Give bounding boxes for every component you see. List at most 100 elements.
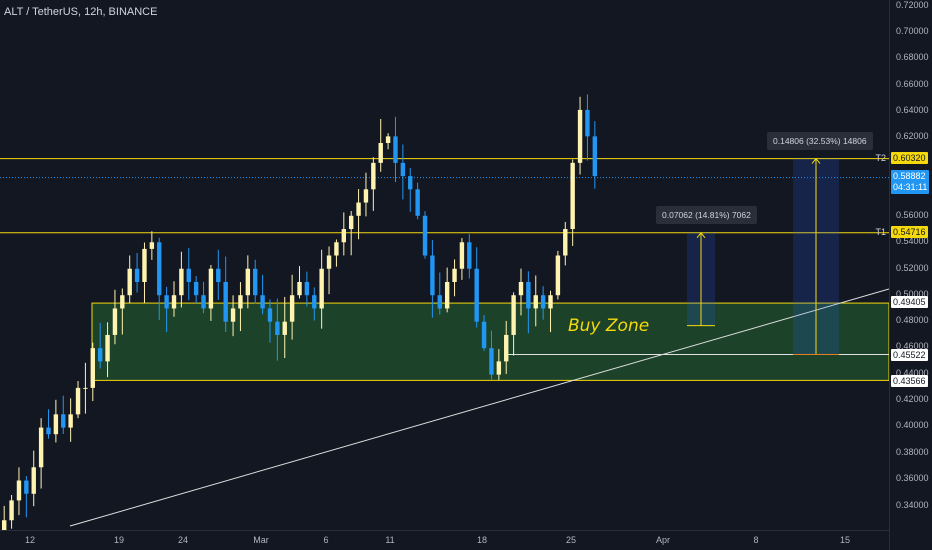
- t1-label: T1: [875, 227, 886, 237]
- price-chart[interactable]: [0, 0, 889, 530]
- buy-zone-label: Buy Zone: [568, 316, 650, 336]
- t1-price-tag: 0.54716: [891, 226, 928, 238]
- candle-body: [38, 427, 44, 468]
- measure-small-arrowhead: [696, 231, 706, 239]
- y-tick: 0.38000: [896, 447, 929, 457]
- x-tick: Apr: [655, 535, 671, 545]
- candle-body: [105, 334, 110, 362]
- candle-body: [511, 295, 516, 335]
- candle-body: [533, 295, 538, 309]
- y-tick: 0.34000: [896, 500, 929, 510]
- candle-body: [496, 361, 502, 375]
- candle-body: [253, 268, 258, 296]
- zone-bottom-price-tag: 0.43566: [891, 375, 928, 387]
- candle-body: [363, 189, 369, 203]
- current-price: 0.58882: [893, 171, 926, 181]
- candle-body: [341, 229, 347, 243]
- candle-body: [142, 248, 147, 282]
- y-tick: 0.70000: [896, 26, 929, 36]
- chart-title: ALT / TetherUS, 12h, BINANCE: [4, 6, 158, 18]
- candle-body: [289, 295, 295, 322]
- y-tick: 0.56000: [896, 210, 929, 220]
- y-tick: 0.66000: [896, 79, 929, 89]
- candle-body: [437, 295, 442, 309]
- candle-body: [2, 520, 7, 530]
- bar-countdown: 04:31:11: [893, 182, 928, 192]
- y-tick: 0.68000: [896, 52, 929, 62]
- candle-body: [415, 189, 420, 216]
- candle-body: [326, 255, 332, 269]
- candle-body: [245, 268, 251, 296]
- candle-body: [489, 348, 494, 375]
- time-axis[interactable]: 12 19 24 Mar 6 11 18 25 Apr 8 15: [0, 530, 889, 550]
- candle-body: [570, 162, 575, 230]
- candle-body: [46, 427, 51, 435]
- y-tick: 0.62000: [896, 131, 929, 141]
- price-axis[interactable]: 0.72000 0.70000 0.68000 0.66000 0.64000 …: [889, 0, 932, 550]
- x-tick: Mar: [253, 535, 269, 545]
- candle-body: [186, 268, 191, 282]
- x-tick: 8: [753, 535, 759, 545]
- x-tick: 19: [113, 535, 125, 545]
- candle-body: [134, 268, 140, 282]
- candle-body: [216, 268, 221, 282]
- candle-body: [518, 281, 524, 296]
- x-tick: 18: [476, 535, 488, 545]
- candle-body: [16, 480, 22, 501]
- candle-body: [164, 295, 169, 309]
- candle-body: [97, 348, 103, 362]
- candle-body: [312, 295, 317, 309]
- candle-body: [319, 268, 324, 309]
- y-tick: 0.52000: [896, 263, 929, 273]
- y-tick: 0.48000: [896, 315, 929, 325]
- candle-body: [504, 334, 509, 362]
- candle-body: [171, 295, 177, 309]
- y-tick: 0.40000: [896, 420, 929, 430]
- candle-body: [348, 215, 354, 230]
- candle-body: [297, 281, 302, 296]
- candle-body: [474, 268, 479, 322]
- candle-body: [577, 109, 583, 163]
- candle-body: [334, 242, 339, 256]
- candle-body: [75, 387, 81, 415]
- level-lines[interactable]: [0, 158, 889, 234]
- candle-body: [548, 295, 553, 309]
- measure-small-info: 0.07062 (14.81%) 7062: [656, 206, 757, 224]
- candle-body: [459, 242, 465, 269]
- trendline[interactable]: [69, 288, 889, 527]
- candle-body: [127, 268, 132, 296]
- candle-body: [585, 109, 590, 137]
- candle-body: [260, 295, 265, 309]
- current-price-tag: 0.58882 04:31:11: [891, 170, 930, 194]
- candle-body: [385, 136, 391, 143]
- candle-body: [526, 281, 531, 309]
- candles: [2, 94, 598, 530]
- candle-body: [356, 202, 361, 216]
- candle-body: [304, 281, 310, 296]
- candle-body: [282, 321, 287, 335]
- y-tick: 0.64000: [896, 105, 929, 115]
- candle-body: [422, 215, 428, 256]
- y-tick: 0.44000: [896, 368, 929, 378]
- candle-body: [68, 414, 73, 428]
- candle-body: [563, 229, 568, 256]
- x-tick: 15: [839, 535, 851, 545]
- t2-price-tag: 0.60320: [891, 152, 928, 164]
- candle-body: [201, 295, 206, 309]
- x-tick: 6: [323, 535, 329, 545]
- zone-top-price-tag: 0.49405: [891, 296, 928, 308]
- candle-body: [275, 321, 280, 335]
- measure-tools[interactable]: [687, 157, 839, 355]
- candle-body: [267, 308, 273, 322]
- y-tick: 0.42000: [896, 394, 929, 404]
- x-tick: 11: [385, 535, 395, 545]
- y-tick: 0.36000: [896, 473, 929, 483]
- candle-body: [230, 308, 236, 322]
- candle-body: [90, 348, 95, 388]
- x-tick: 24: [177, 535, 189, 545]
- t2-label: T2: [875, 153, 886, 163]
- candle-body: [31, 467, 36, 494]
- candle-body: [408, 176, 413, 190]
- candle-body: [378, 142, 383, 163]
- candle-body: [452, 268, 457, 282]
